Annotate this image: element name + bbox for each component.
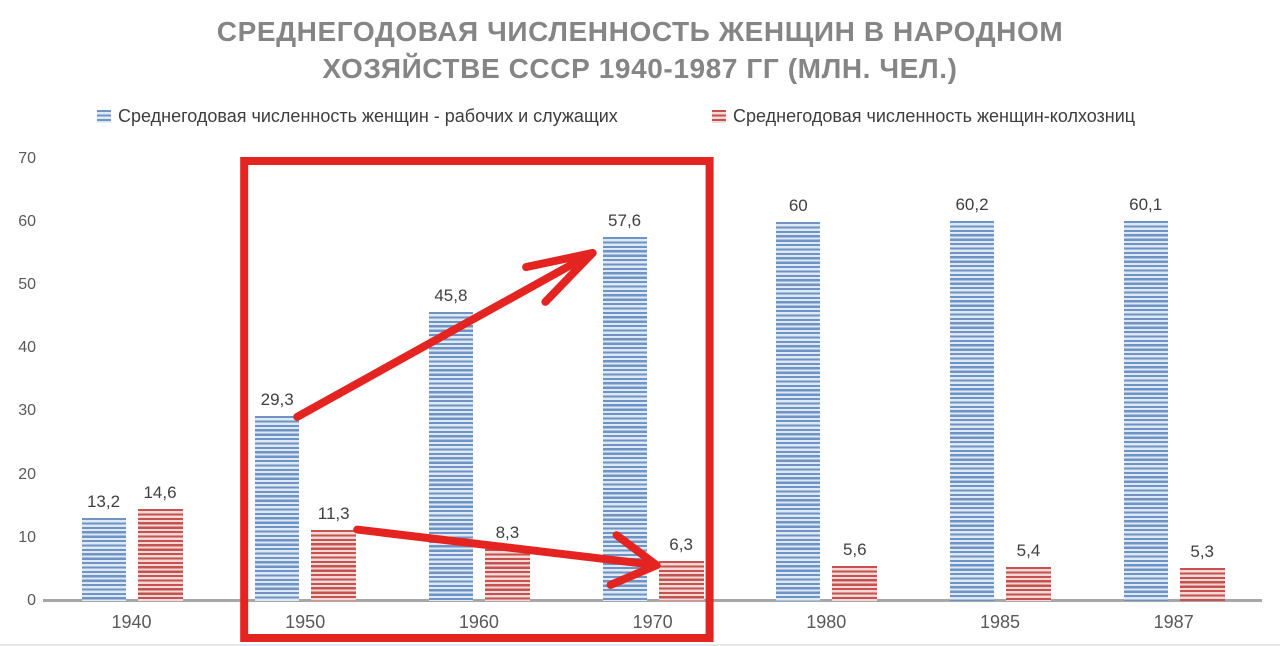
chart-title-line-2: ХОЗЯЙСТВЕ СССР 1940-1987 ГГ (МЛН. ЧЕЛ.): [322, 53, 958, 84]
value-label-kolkhoz-1960: 8,3: [495, 522, 520, 542]
y-tick-10: 10: [18, 528, 36, 546]
value-label-workers-1950: 29,3: [260, 389, 294, 409]
value-label-kolkhoz-1985: 5,4: [1016, 540, 1041, 560]
value-label-kolkhoz-1950: 11,3: [317, 503, 350, 523]
legend-label-workers: Среднегодовая численность женщин - рабоч…: [118, 105, 618, 126]
value-label-kolkhoz-1970: 6,3: [669, 535, 693, 555]
y-tick-60: 60: [18, 212, 36, 230]
y-tick-0: 0: [27, 592, 36, 609]
y-tick-20: 20: [18, 465, 36, 483]
bar-kolkhoz-1960: [484, 548, 530, 601]
chart-title: СРЕДНЕГОДОВАЯ ЧИСЛЕННОСТЬ ЖЕНЩИН В НАРОД…: [0, 13, 1280, 87]
legend-swatch-workers-icon: [97, 109, 111, 123]
value-label-workers-1980: 60: [788, 195, 808, 215]
value-label-kolkhoz-1980: 5,6: [842, 539, 867, 559]
x-tick-1950: 1950: [285, 612, 326, 632]
chart-title-line-1: СРЕДНЕГОДОВАЯ ЧИСЛЕННОСТЬ ЖЕНЩИН В НАРОД…: [216, 16, 1064, 47]
bar-kolkhoz-1970: [658, 561, 704, 601]
legend-item-kolkhoz: Среднегодовая численность женщин-колхозн…: [712, 105, 1135, 127]
bar-kolkhoz-1980: [832, 565, 878, 601]
x-tick-1980: 1980: [806, 612, 847, 632]
y-tick-50: 50: [18, 276, 36, 293]
value-label-kolkhoz-1987: 5,3: [1190, 541, 1214, 561]
value-label-workers-1985: 60,2: [955, 194, 989, 214]
x-tick-1987: 1987: [1153, 612, 1194, 632]
x-tick-1985: 1985: [979, 612, 1021, 632]
bar-kolkhoz-1987: [1179, 567, 1225, 601]
value-label-workers-1940: 13,2: [86, 491, 121, 511]
value-label-workers-1970: 57,6: [608, 210, 642, 230]
value-label-workers-1987: 60,1: [1129, 195, 1163, 215]
bar-kolkhoz-1950: [311, 529, 357, 601]
y-tick-30: 30: [18, 402, 36, 420]
bar-workers-1960: [428, 311, 473, 601]
y-tick-40: 40: [18, 339, 36, 357]
trend-arrow-up-head-icon: [522, 248, 597, 306]
bar-workers-1985: [950, 220, 994, 601]
bar-workers-1940: [81, 517, 126, 601]
value-label-kolkhoz-1940: 14,6: [143, 482, 177, 502]
x-tick-1970: 1970: [632, 612, 673, 632]
image-bottom-edge: [0, 644, 1280, 646]
bar-workers-1987: [1123, 221, 1168, 601]
legend-item-workers: Среднегодовая численность женщин - рабоч…: [97, 105, 618, 127]
bar-kolkhoz-1985: [1006, 566, 1051, 601]
bar-workers-1970: [602, 236, 647, 601]
value-label-workers-1960: 45,8: [434, 285, 468, 305]
x-tick-1940: 1940: [111, 612, 152, 632]
legend-swatch-kolkhoz-icon: [712, 109, 726, 123]
x-axis-line: [43, 599, 1262, 602]
bar-workers-1980: [776, 221, 821, 601]
y-tick-70: 70: [18, 149, 36, 167]
x-tick-1960: 1960: [458, 612, 499, 632]
legend-label-kolkhoz: Среднегодовая численность женщин-колхозн…: [733, 105, 1136, 126]
bar-workers-1950: [255, 415, 300, 601]
bar-kolkhoz-1940: [137, 508, 183, 601]
